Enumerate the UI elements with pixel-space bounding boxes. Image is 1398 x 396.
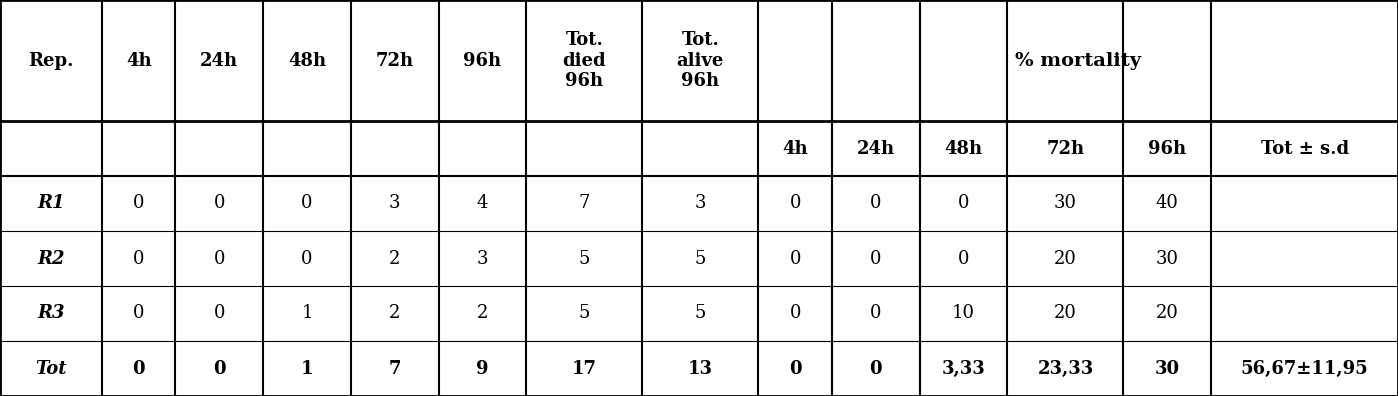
Text: 10: 10	[952, 305, 974, 322]
Text: 20: 20	[1054, 305, 1076, 322]
Text: 3,33: 3,33	[942, 360, 986, 377]
Text: 0: 0	[958, 194, 969, 213]
Text: 96h: 96h	[1148, 139, 1187, 158]
Text: 5: 5	[579, 305, 590, 322]
Text: 0: 0	[788, 360, 801, 377]
Text: 0: 0	[790, 194, 801, 213]
Text: Tot: Tot	[35, 360, 67, 377]
Text: % mortality: % mortality	[1015, 51, 1141, 70]
Text: 0: 0	[870, 249, 882, 268]
Text: 96h: 96h	[464, 51, 502, 70]
Text: 0: 0	[302, 194, 313, 213]
Text: 0: 0	[870, 305, 882, 322]
Text: 0: 0	[958, 249, 969, 268]
Text: 40: 40	[1156, 194, 1179, 213]
Text: 4: 4	[477, 194, 488, 213]
Text: R2: R2	[38, 249, 64, 268]
Text: 0: 0	[302, 249, 313, 268]
Text: 30: 30	[1054, 194, 1076, 213]
Text: 2: 2	[389, 249, 400, 268]
Text: 0: 0	[214, 194, 225, 213]
Text: 48h: 48h	[945, 139, 983, 158]
Text: 0: 0	[870, 194, 882, 213]
Text: 20: 20	[1054, 249, 1076, 268]
Text: 2: 2	[389, 305, 400, 322]
Text: 0: 0	[214, 305, 225, 322]
Text: Rep.: Rep.	[28, 51, 74, 70]
Text: 1: 1	[301, 360, 313, 377]
Text: 0: 0	[133, 249, 144, 268]
Text: 3: 3	[389, 194, 401, 213]
Text: Tot.
alive
96h: Tot. alive 96h	[677, 31, 724, 90]
Text: 1: 1	[302, 305, 313, 322]
Text: 3: 3	[695, 194, 706, 213]
Text: 0: 0	[870, 360, 882, 377]
Text: 20: 20	[1156, 305, 1179, 322]
Text: 0: 0	[214, 249, 225, 268]
Text: R1: R1	[38, 194, 64, 213]
Text: R3: R3	[38, 305, 64, 322]
Text: 24h: 24h	[857, 139, 895, 158]
Text: 3: 3	[477, 249, 488, 268]
Text: 0: 0	[790, 305, 801, 322]
Text: 9: 9	[477, 360, 489, 377]
Text: 23,33: 23,33	[1037, 360, 1093, 377]
Text: 4h: 4h	[126, 51, 151, 70]
Text: 0: 0	[133, 360, 145, 377]
Text: 7: 7	[579, 194, 590, 213]
Text: 0: 0	[212, 360, 225, 377]
Text: 7: 7	[389, 360, 401, 377]
Text: 72h: 72h	[376, 51, 414, 70]
Text: 5: 5	[695, 249, 706, 268]
Text: 48h: 48h	[288, 51, 326, 70]
Text: 30: 30	[1156, 249, 1179, 268]
Text: 24h: 24h	[200, 51, 239, 70]
Text: 0: 0	[133, 194, 144, 213]
Text: 2: 2	[477, 305, 488, 322]
Text: 17: 17	[572, 360, 597, 377]
Text: 72h: 72h	[1047, 139, 1085, 158]
Text: 56,67±11,95: 56,67±11,95	[1241, 360, 1369, 377]
Text: Tot.
died
96h: Tot. died 96h	[562, 31, 607, 90]
Text: 0: 0	[133, 305, 144, 322]
Text: 4h: 4h	[783, 139, 808, 158]
Text: 30: 30	[1155, 360, 1180, 377]
Text: 5: 5	[695, 305, 706, 322]
Text: 13: 13	[688, 360, 713, 377]
Text: 0: 0	[790, 249, 801, 268]
Text: 5: 5	[579, 249, 590, 268]
Text: Tot ± s.d: Tot ± s.d	[1261, 139, 1349, 158]
